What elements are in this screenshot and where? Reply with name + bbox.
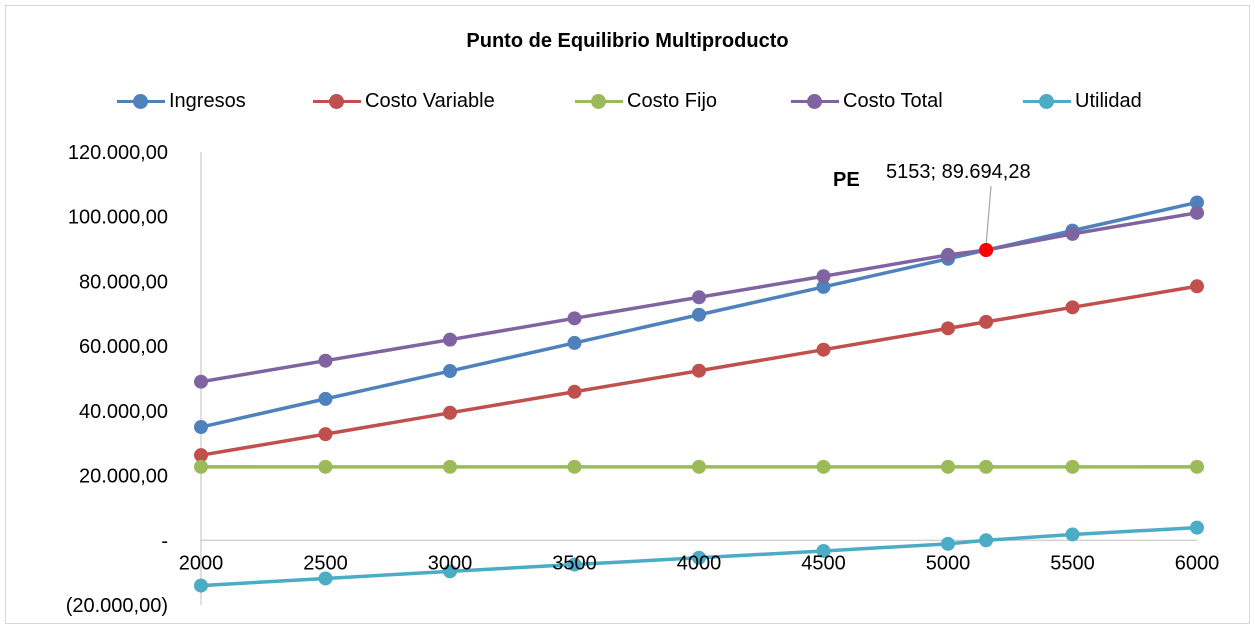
x-tick-label: 6000 (1175, 552, 1220, 574)
data-point (692, 290, 706, 305)
data-point (318, 459, 333, 474)
data-point (1190, 195, 1204, 210)
legend-swatch (117, 94, 165, 109)
legend-label: Costo Variable (365, 89, 495, 112)
annotation-value: 5153; 89.694,28 (886, 161, 1031, 183)
data-point (979, 533, 994, 548)
data-point (194, 374, 208, 389)
y-tick-label: 100.000,00 (68, 207, 168, 229)
y-tick-label: 60.000,00 (79, 336, 168, 358)
data-point (816, 342, 831, 357)
x-tick-label: 3500 (552, 552, 597, 574)
y-tick-label: (20.000,00) (66, 595, 168, 617)
x-tick-label: 4500 (801, 552, 846, 574)
legend-item: Costo Variable (313, 86, 495, 116)
legend-swatch (791, 94, 839, 109)
legend-item: Costo Total (791, 86, 943, 116)
data-point (567, 384, 582, 399)
data-point (816, 279, 831, 294)
data-point (692, 550, 706, 565)
data-point (443, 564, 457, 579)
x-tick-label: 5000 (926, 552, 971, 574)
data-point (1190, 520, 1204, 535)
data-point (1190, 279, 1204, 294)
break-even-point (979, 243, 994, 258)
data-point (194, 420, 208, 435)
data-point (692, 363, 706, 378)
legend-swatch (313, 94, 361, 109)
series-line-1 (199, 284, 1199, 457)
data-point (194, 459, 208, 474)
legend-swatch (575, 94, 623, 109)
x-tick-label: 3000 (428, 552, 473, 574)
series-line-4 (199, 525, 1199, 588)
data-point (567, 335, 582, 350)
data-point (1065, 226, 1080, 241)
data-point (979, 459, 994, 474)
x-tick-label: 4000 (677, 552, 722, 574)
data-point (979, 314, 994, 329)
data-point (194, 578, 208, 593)
y-tick-label: 120.000,00 (68, 142, 168, 164)
legend-label: Utilidad (1075, 89, 1142, 112)
y-tick-label: 20.000,00 (79, 466, 168, 488)
x-tick-label: 5500 (1050, 552, 1095, 574)
data-point (941, 321, 955, 336)
legend-item: Utilidad (1023, 86, 1142, 116)
x-tick-label: 2500 (303, 552, 348, 574)
data-point (1190, 459, 1204, 474)
data-point (567, 459, 582, 474)
data-point (318, 353, 333, 368)
series-line-3 (199, 211, 1199, 384)
y-tick-label: 40.000,00 (79, 401, 168, 423)
legend-label: Ingresos (169, 89, 246, 112)
legend: Ingresos Costo Variable Costo Fijo Costo To… (0, 86, 1255, 116)
legend-swatch (1023, 94, 1071, 109)
data-point (443, 364, 457, 379)
data-point (443, 459, 457, 474)
data-point (318, 427, 333, 442)
annotation-label: PE (833, 169, 860, 191)
data-point (1065, 459, 1080, 474)
data-point (1065, 527, 1080, 542)
legend-label: Costo Fijo (627, 89, 718, 112)
data-point (941, 459, 955, 474)
data-point (941, 247, 955, 262)
y-tick-label: - (161, 530, 168, 552)
data-point (816, 543, 831, 558)
y-tick-label: 80.000,00 (79, 271, 168, 293)
data-point (194, 448, 208, 463)
data-point (692, 459, 706, 474)
legend-label: Costo Total (843, 89, 943, 112)
data-point (941, 536, 955, 551)
chart-title: Punto de Equilibrio Multiproducto (466, 30, 789, 52)
data-point (318, 571, 333, 586)
annotation-leader (985, 185, 992, 246)
data-point (816, 459, 831, 474)
data-point (567, 557, 582, 572)
data-point (318, 391, 333, 406)
legend-item: Ingresos (117, 86, 246, 116)
data-point (1065, 300, 1080, 315)
data-point (443, 332, 457, 347)
x-tick-label: 2000 (179, 552, 224, 574)
legend-item: Costo Fijo (575, 86, 717, 116)
data-point (1190, 205, 1204, 220)
data-point (443, 405, 457, 420)
data-point (816, 269, 831, 284)
data-point (567, 311, 582, 326)
data-point (692, 307, 706, 322)
